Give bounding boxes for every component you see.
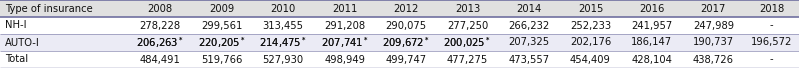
Text: 209,672$^*$: 209,672$^*$: [382, 35, 430, 50]
Text: 2018: 2018: [759, 3, 784, 14]
Text: 2017: 2017: [701, 3, 726, 14]
Text: 2015: 2015: [578, 3, 603, 14]
Text: Type of insurance: Type of insurance: [5, 3, 93, 14]
Text: 214,475$^*$: 214,475$^*$: [259, 35, 307, 50]
Text: Total: Total: [5, 54, 28, 65]
Text: 207,325: 207,325: [508, 37, 550, 48]
Text: 206,263$^*$: 206,263$^*$: [136, 35, 185, 50]
Text: 196,572: 196,572: [751, 37, 793, 48]
Text: 473,557: 473,557: [508, 54, 550, 65]
Text: 2008: 2008: [148, 3, 173, 14]
Text: 2012: 2012: [393, 3, 419, 14]
Text: 207,741$^*$: 207,741$^*$: [320, 35, 368, 50]
Bar: [0, 34, 799, 51]
Text: AUTO-I: AUTO-I: [5, 37, 39, 48]
Text: 247,989: 247,989: [693, 20, 734, 31]
Text: 277,250: 277,250: [447, 20, 488, 31]
Text: 2011: 2011: [332, 3, 357, 14]
Text: 220,205$^*$: 220,205$^*$: [197, 35, 245, 50]
Text: 2013: 2013: [455, 3, 480, 14]
Text: 428,104: 428,104: [631, 54, 672, 65]
Text: 241,957: 241,957: [631, 20, 673, 31]
Bar: [0, 51, 799, 68]
Text: 220,205$^*$: 220,205$^*$: [197, 35, 245, 50]
Text: -: -: [769, 20, 773, 31]
Text: 291,208: 291,208: [324, 20, 365, 31]
Text: 200,025$^*$: 200,025$^*$: [443, 35, 491, 50]
Text: 214,475$^*$: 214,475$^*$: [259, 35, 307, 50]
Text: 477,275: 477,275: [447, 54, 488, 65]
Text: 202,176: 202,176: [570, 37, 611, 48]
Text: 2010: 2010: [271, 3, 296, 14]
Text: 207,741$^*$: 207,741$^*$: [320, 35, 368, 50]
Text: 438,726: 438,726: [693, 54, 733, 65]
Text: 2016: 2016: [639, 3, 665, 14]
Text: 2014: 2014: [516, 3, 542, 14]
Bar: [0, 17, 799, 34]
Text: 499,747: 499,747: [385, 54, 427, 65]
Text: 2009: 2009: [209, 3, 234, 14]
Text: 186,147: 186,147: [631, 37, 673, 48]
Text: 313,455: 313,455: [263, 20, 304, 31]
Bar: [0, 0, 799, 17]
Text: 252,233: 252,233: [570, 20, 611, 31]
Text: 190,737: 190,737: [693, 37, 734, 48]
Text: 519,766: 519,766: [201, 54, 242, 65]
Text: 278,228: 278,228: [140, 20, 181, 31]
Text: 206,263$^*$: 206,263$^*$: [136, 35, 185, 50]
Text: -: -: [769, 54, 773, 65]
Text: 484,491: 484,491: [140, 54, 181, 65]
Text: 266,232: 266,232: [508, 20, 550, 31]
Text: 454,409: 454,409: [570, 54, 611, 65]
Text: 209,672$^*$: 209,672$^*$: [382, 35, 430, 50]
Text: 527,930: 527,930: [263, 54, 304, 65]
Text: 299,561: 299,561: [201, 20, 242, 31]
Text: NH-I: NH-I: [5, 20, 26, 31]
Text: 498,949: 498,949: [324, 54, 365, 65]
Text: 200,025$^*$: 200,025$^*$: [443, 35, 491, 50]
Text: 290,075: 290,075: [385, 20, 427, 31]
